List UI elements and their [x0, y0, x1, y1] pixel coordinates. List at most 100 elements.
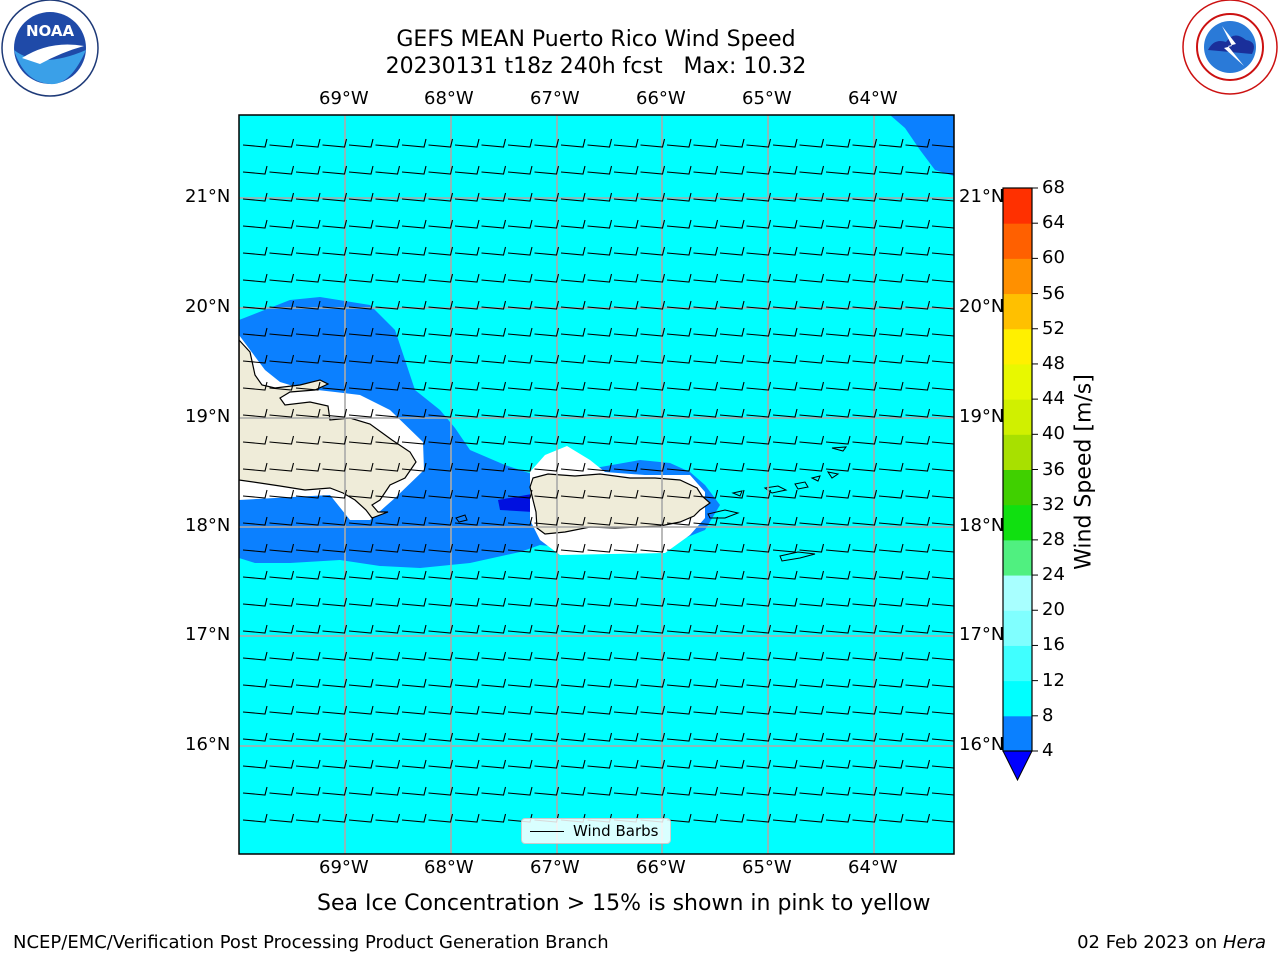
wind-barb — [878, 570, 904, 580]
wind-barb — [534, 165, 560, 175]
wind-barb — [481, 300, 507, 310]
wind-barb — [481, 624, 507, 634]
wind-barb — [295, 732, 321, 742]
lon-label-bottom-64w: 64°W — [848, 857, 898, 878]
wind-barb — [269, 597, 295, 607]
wind-barb — [587, 300, 613, 310]
wind-barb — [825, 732, 851, 742]
wind-barb — [242, 624, 268, 634]
wind-barb — [852, 813, 878, 823]
wind-barb — [375, 705, 401, 715]
wind-barb — [269, 273, 295, 283]
wind-barb — [878, 381, 904, 391]
wind-barb — [878, 138, 904, 148]
wind-barb — [852, 354, 878, 364]
wind-barb — [719, 246, 745, 256]
wind-barb — [322, 381, 348, 391]
wind-barb — [719, 219, 745, 229]
wind-barb — [507, 165, 533, 175]
wind-barb — [693, 570, 719, 580]
wind-barb — [560, 138, 586, 148]
colorbar-segment — [1003, 575, 1032, 611]
wind-barb — [905, 651, 931, 661]
wind-barb — [348, 462, 374, 472]
wind-barb — [905, 786, 931, 796]
wind-barb — [348, 300, 374, 310]
wind-barb — [534, 408, 560, 418]
wind-barb — [666, 192, 692, 202]
wind-barb — [640, 435, 666, 445]
wind-barb — [587, 381, 613, 391]
wind-barb — [772, 246, 798, 256]
wind-barb — [295, 462, 321, 472]
wind-barb — [719, 192, 745, 202]
wind-barb — [613, 138, 639, 148]
wind-barb — [295, 489, 321, 499]
wind-barb — [534, 624, 560, 634]
wind-barb — [481, 813, 507, 823]
wind-barb — [560, 408, 586, 418]
wind-barb — [640, 597, 666, 607]
wind-barb — [587, 678, 613, 688]
land-st-croix — [779, 551, 816, 562]
wind-barb — [613, 651, 639, 661]
colorbar-tick-label: 44 — [1042, 388, 1065, 410]
colorbar-tick-label: 20 — [1042, 599, 1065, 621]
wind-barb — [534, 786, 560, 796]
wind-barb — [507, 327, 533, 337]
wind-barb — [613, 597, 639, 607]
wind-barb — [878, 813, 904, 823]
wind-barb — [746, 192, 772, 202]
wind-barb — [322, 327, 348, 337]
wind-barb — [295, 759, 321, 769]
wind-barb — [666, 354, 692, 364]
colorbar-segment — [1003, 539, 1032, 576]
wind-barb — [693, 813, 719, 823]
wind-barb — [799, 462, 825, 472]
wind-barb — [481, 543, 507, 553]
wind-barb — [242, 165, 268, 175]
wind-barb — [931, 333, 954, 337]
wind-barb — [746, 813, 772, 823]
wind-barb — [878, 732, 904, 742]
wind-barb — [269, 678, 295, 688]
wind-barb — [295, 813, 321, 823]
wind-barb — [905, 192, 931, 202]
wind-barb — [772, 327, 798, 337]
wind-barb — [560, 732, 586, 742]
wind-barb — [772, 165, 798, 175]
wind-barb — [613, 408, 639, 418]
wind-barb — [242, 381, 268, 391]
wind-barb — [560, 273, 586, 283]
wind-barb — [481, 327, 507, 337]
wind-barb — [534, 570, 560, 580]
wind-barb — [348, 516, 374, 526]
wind-barb — [375, 246, 401, 256]
wind-barb — [242, 138, 268, 148]
wind-barb — [507, 570, 533, 580]
footer-credit: NCEP/EMC/Verification Post Processing Pr… — [13, 932, 609, 953]
wind-barb — [719, 651, 745, 661]
wind-barb — [481, 786, 507, 796]
wind-barb — [587, 327, 613, 337]
wind-barb — [348, 273, 374, 283]
wind-barb — [560, 597, 586, 607]
wind-barb — [878, 678, 904, 688]
wind-barb — [348, 246, 374, 256]
wind-barb — [507, 408, 533, 418]
wind-barb — [825, 570, 851, 580]
wind-barb — [507, 300, 533, 310]
wind-barb — [852, 435, 878, 445]
wind-barb — [560, 300, 586, 310]
wind-barb — [852, 678, 878, 688]
wind-barb — [772, 732, 798, 742]
colorbar-segment — [1003, 504, 1032, 541]
wind-barb — [772, 381, 798, 391]
wind-barb — [693, 273, 719, 283]
wind-barb — [428, 543, 454, 553]
wind-barb — [905, 435, 931, 445]
wind-barb — [375, 597, 401, 607]
wind-barb — [799, 354, 825, 364]
wind-barb — [825, 786, 851, 796]
wind-barb — [640, 651, 666, 661]
